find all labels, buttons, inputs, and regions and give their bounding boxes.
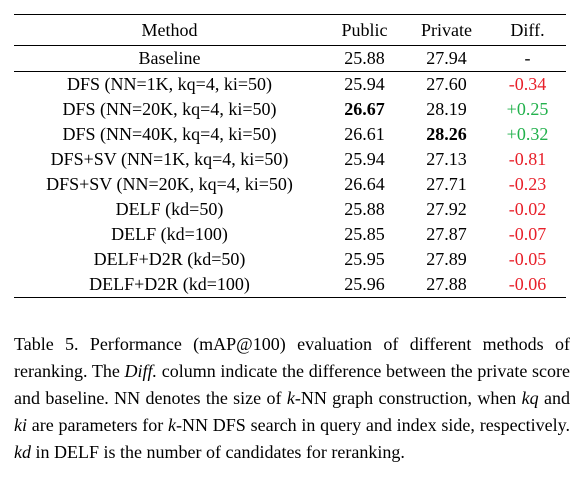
cell-private: 27.89 xyxy=(426,249,467,269)
cell-public: 25.96 xyxy=(344,274,385,294)
table-row: DFS+SV (NN=20K, kq=4, ki=50) 26.64 27.71… xyxy=(14,172,566,197)
cell-public: 25.94 xyxy=(344,149,385,169)
cell-method: Baseline xyxy=(138,48,201,68)
cell-private: 27.88 xyxy=(426,274,467,294)
caption-math: kd xyxy=(14,442,31,462)
caption-text: -NN DFS search in query and index side, … xyxy=(176,415,570,435)
table-row: DFS (NN=20K, kq=4, ki=50) 26.67 28.19 +0… xyxy=(14,97,566,122)
table-row: DFS+SV (NN=1K, kq=4, ki=50) 25.94 27.13 … xyxy=(14,147,566,172)
cell-diff: -0.81 xyxy=(508,149,547,169)
cell-private: 27.60 xyxy=(426,74,467,94)
caption-math: k xyxy=(168,415,177,435)
table-row: DELF+D2R (kd=50) 25.95 27.89 -0.05 xyxy=(14,247,566,272)
caption-text: -NN graph construction, when xyxy=(294,388,522,408)
cell-method: DFS (NN=40K, kq=4, ki=50) xyxy=(62,124,277,144)
cell-diff: -0.06 xyxy=(508,274,547,294)
table-row: DELF (kd=50) 25.88 27.92 -0.02 xyxy=(14,197,566,222)
caption-italic: Diff. xyxy=(124,361,158,381)
table-row-baseline: Baseline 25.88 27.94 - xyxy=(14,46,566,72)
cell-public: 25.88 xyxy=(344,48,385,68)
caption-text: and xyxy=(538,388,570,408)
cell-method: DFS (NN=20K, kq=4, ki=50) xyxy=(62,99,277,119)
table-row: DFS (NN=40K, kq=4, ki=50) 26.61 28.26 +0… xyxy=(14,122,566,147)
cell-private-best: 28.26 xyxy=(426,124,467,144)
table-caption: Table 5. Performance (mAP@100) evaluatio… xyxy=(14,331,570,466)
caption-text: in DELF is the number of candidates for … xyxy=(31,442,405,462)
cell-diff: -0.02 xyxy=(508,199,547,219)
header-private: Private xyxy=(421,20,472,40)
caption-text: are parameters for xyxy=(27,415,169,435)
table-row: DELF+D2R (kd=100) 25.96 27.88 -0.06 xyxy=(14,272,566,298)
cell-diff: -0.05 xyxy=(508,249,547,269)
cell-method: DELF+D2R (kd=50) xyxy=(93,249,246,269)
cell-diff: -0.07 xyxy=(508,224,547,244)
cell-private: 27.92 xyxy=(426,199,467,219)
table-row: DELF (kd=100) 25.85 27.87 -0.07 xyxy=(14,222,566,247)
cell-public: 25.85 xyxy=(344,224,385,244)
caption-text: Performance (mAP@100) evaluation of diff… xyxy=(14,334,571,381)
cell-public: 26.61 xyxy=(344,124,385,144)
header-public: Public xyxy=(341,20,388,40)
cell-private: 28.19 xyxy=(426,99,467,119)
caption-math: kq xyxy=(521,388,539,408)
cell-private: 27.87 xyxy=(426,224,467,244)
cell-method: DELF+D2R (kd=100) xyxy=(89,274,250,294)
cell-diff: - xyxy=(524,48,531,68)
caption-label: Table 5. xyxy=(14,334,79,354)
cell-method: DFS+SV (NN=20K, kq=4, ki=50) xyxy=(46,174,293,194)
cell-private: 27.71 xyxy=(426,174,467,194)
cell-method: DELF (kd=100) xyxy=(111,224,228,244)
cell-diff: +0.32 xyxy=(506,124,549,144)
caption-math: ki xyxy=(14,415,27,435)
cell-public-best: 26.67 xyxy=(344,99,385,119)
cell-method: DELF (kd=50) xyxy=(115,199,224,219)
cell-diff: -0.34 xyxy=(508,74,547,94)
cell-private: 27.94 xyxy=(426,48,467,68)
cell-public: 25.94 xyxy=(344,74,385,94)
table-row: DFS (NN=1K, kq=4, ki=50) 25.94 27.60 -0.… xyxy=(14,72,566,98)
cell-private: 27.13 xyxy=(426,149,467,169)
table-header-row: Method Public Private Diff. xyxy=(14,14,566,46)
cell-diff: -0.23 xyxy=(508,174,547,194)
header-method: Method xyxy=(141,20,198,40)
cell-public: 25.88 xyxy=(344,199,385,219)
cell-method: DFS (NN=1K, kq=4, ki=50) xyxy=(67,74,272,94)
results-table: Method Public Private Diff. Baseline 25.… xyxy=(14,14,566,298)
caption-math: k xyxy=(286,388,295,408)
cell-public: 25.95 xyxy=(344,249,385,269)
cell-diff: +0.25 xyxy=(506,99,549,119)
cell-public: 26.64 xyxy=(344,174,385,194)
caption-text: column indicate the difference between t… xyxy=(14,361,570,408)
header-diff: Diff. xyxy=(510,20,545,40)
cell-method: DFS+SV (NN=1K, kq=4, ki=50) xyxy=(50,149,289,169)
results-table-container: Method Public Private Diff. Baseline 25.… xyxy=(14,14,566,298)
